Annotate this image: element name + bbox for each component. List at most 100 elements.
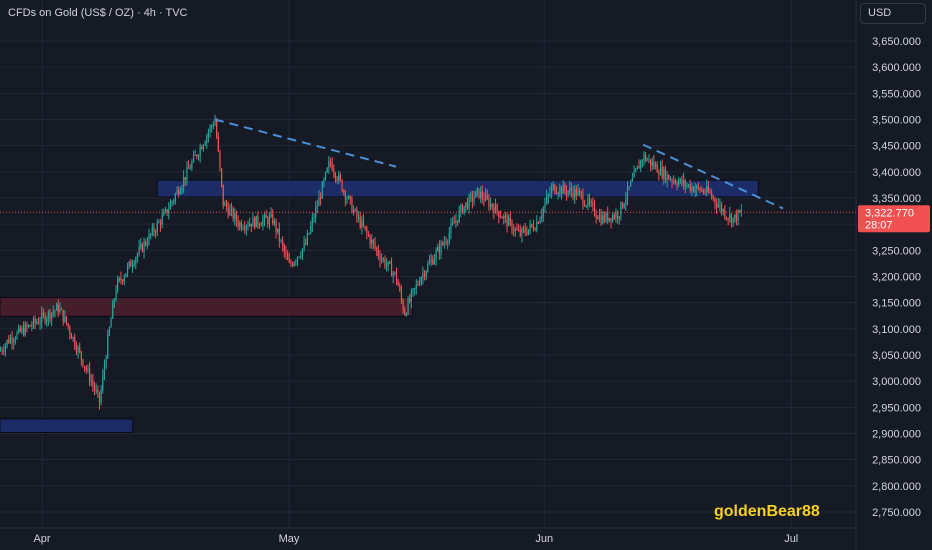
candle-body: [14, 338, 16, 341]
candle-body: [653, 161, 655, 167]
candle-body: [480, 191, 482, 198]
candle-body: [419, 283, 421, 285]
candle-body: [542, 207, 544, 216]
candle-body: [519, 230, 521, 236]
candle-body: [544, 203, 546, 208]
candle-body: [481, 191, 483, 199]
candle-body: [427, 264, 429, 272]
candle-body: [118, 278, 120, 280]
candle-body: [640, 160, 642, 169]
candle-body: [417, 284, 419, 286]
candle-body: [442, 242, 444, 245]
support-zone[interactable]: [0, 296, 413, 317]
candle-body: [353, 210, 355, 213]
candle-body: [509, 217, 511, 221]
trendline[interactable]: [642, 143, 784, 210]
candle-body: [26, 324, 28, 327]
candle-body: [8, 339, 10, 343]
candle-body: [344, 191, 346, 200]
candle-body: [610, 217, 612, 222]
candle-body: [631, 177, 634, 182]
candle-body: [9, 337, 11, 343]
candle-body: [692, 187, 695, 193]
candle-body: [638, 166, 640, 169]
candle-body: [359, 216, 361, 228]
candle-body: [374, 242, 376, 248]
candle-body: [343, 190, 345, 192]
candle-body: [555, 192, 558, 194]
candle-body: [13, 340, 15, 343]
candle-body: [155, 232, 157, 234]
candle-body: [164, 209, 167, 212]
candle-body: [461, 205, 464, 213]
candle-body: [732, 217, 734, 224]
demand-zone[interactable]: [0, 418, 134, 433]
candle-body: [674, 180, 676, 184]
candle-body: [123, 276, 125, 282]
candle-body: [551, 187, 553, 194]
candle-body: [522, 228, 525, 230]
candle-body: [725, 217, 728, 219]
candle-body: [316, 206, 318, 208]
candle-body: [346, 198, 348, 200]
candle-body: [650, 159, 652, 166]
candle-body: [499, 217, 502, 219]
candle-body: [678, 181, 680, 186]
candle-body: [707, 186, 709, 192]
candle-body: [173, 200, 175, 202]
candle-body: [628, 186, 630, 188]
x-tick-label: Jul: [784, 533, 798, 545]
candle-body: [437, 246, 439, 251]
candle-body: [711, 193, 713, 197]
candle-body: [128, 261, 130, 266]
candle-body: [597, 217, 599, 220]
candle-body: [435, 250, 437, 259]
candle-body: [689, 184, 691, 191]
candle-body: [527, 229, 530, 235]
candle-body: [341, 180, 343, 191]
candle-body: [227, 207, 229, 216]
candle-body: [719, 204, 721, 206]
candle-body: [34, 318, 36, 323]
candle-body: [712, 196, 714, 199]
candle-body: [207, 132, 209, 137]
candle-body: [369, 235, 371, 244]
candle-body: [295, 261, 297, 263]
candle-body: [97, 390, 99, 392]
candle-body: [219, 150, 221, 169]
candle-body: [547, 195, 549, 197]
candle-body: [686, 185, 688, 187]
candle-body: [605, 212, 607, 221]
x-tick-label: May: [279, 533, 300, 545]
candle-body: [211, 126, 213, 128]
candle-body: [661, 166, 663, 178]
currency-selector-button[interactable]: USD: [860, 3, 926, 24]
candle-body: [46, 318, 48, 322]
candle-body: [557, 193, 559, 195]
candle-body: [4, 344, 7, 351]
candle-body: [387, 261, 389, 265]
candle-body: [612, 215, 614, 222]
candle-body: [618, 216, 620, 219]
candle-body: [258, 224, 261, 226]
candle-body: [626, 186, 629, 199]
candle-body: [44, 314, 46, 322]
candle-body: [42, 313, 44, 315]
candle-body: [98, 391, 101, 403]
trendline[interactable]: [214, 118, 397, 168]
resistance-zone[interactable]: [156, 179, 759, 198]
candle-body: [89, 368, 91, 382]
candle-body: [734, 214, 736, 218]
candle-body: [615, 212, 617, 218]
candle-body: [428, 261, 431, 265]
candle-body: [250, 223, 252, 227]
candle-body: [260, 225, 262, 227]
candle-body: [18, 327, 20, 333]
candle-body: [338, 174, 340, 181]
candle-body: [320, 197, 322, 199]
candle-body: [422, 273, 424, 278]
candle-body: [206, 136, 208, 143]
y-tick-label: 3,600.000: [872, 62, 921, 74]
